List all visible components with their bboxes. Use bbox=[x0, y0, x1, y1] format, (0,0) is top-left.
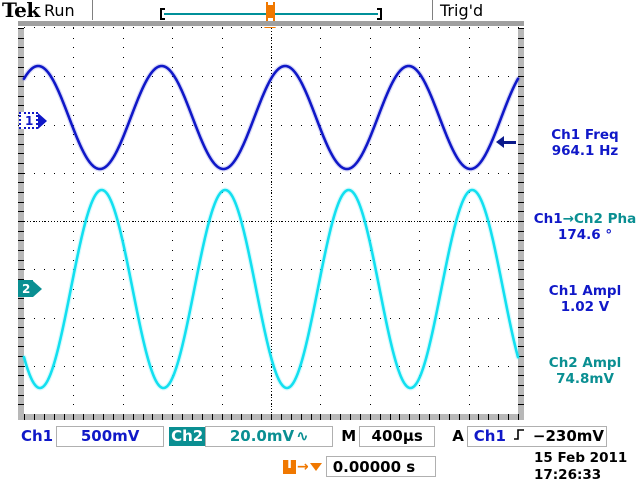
trigger-level-arrow-icon bbox=[496, 136, 504, 148]
datetime-readout: 15 Feb 2011 17:26:33 bbox=[534, 450, 627, 480]
date-text: 15 Feb 2011 bbox=[534, 450, 628, 466]
window-bracket-left bbox=[160, 8, 165, 20]
ch2-scale-text: 20.0mV bbox=[229, 427, 295, 445]
ch1-tag[interactable]: Ch1 bbox=[21, 427, 54, 445]
time-text: 17:26:33 bbox=[534, 466, 602, 480]
timebase-ruler-band bbox=[18, 21, 524, 26]
measurement-ch1-freq: Ch1 Freq 964.1 Hz bbox=[530, 127, 640, 160]
trigger-tag[interactable]: A bbox=[452, 427, 464, 445]
phase-label-ch1: Ch1 bbox=[533, 211, 563, 227]
ch1-scale-value[interactable]: 500mV bbox=[56, 425, 165, 447]
right-arrow-icon: → bbox=[297, 458, 309, 475]
ac-coupling-icon: ∿ bbox=[296, 427, 309, 445]
trigger-settings[interactable]: Ch1 −230mV bbox=[466, 425, 607, 447]
measurement-label: Ch1→Ch2 Pha bbox=[530, 211, 640, 228]
trigger-level-value: −230mV bbox=[532, 427, 605, 445]
graticule-left-axis bbox=[18, 28, 24, 420]
graticule-bottom-axis bbox=[18, 414, 524, 420]
measurement-value: 174.6 ° bbox=[557, 226, 613, 243]
trigger-state-label: Trig'd bbox=[440, 1, 484, 20]
trigger-position-readout[interactable]: T → 0.00000 s bbox=[283, 456, 436, 477]
measurement-label: Ch1 Ampl bbox=[548, 283, 622, 299]
phase-label-ch2: Ch2 Pha bbox=[574, 211, 637, 227]
ch1-marker-label: 1 bbox=[19, 112, 39, 129]
measurement-ch2-ampl: Ch2 Ampl 74.8mV bbox=[530, 355, 640, 388]
ch2-tag[interactable]: Ch2 bbox=[169, 426, 206, 446]
acquisition-state-label: Run bbox=[44, 1, 75, 20]
measurement-label: Ch2 Ampl bbox=[548, 355, 622, 371]
top-divider-left bbox=[92, 0, 93, 20]
measurement-value: 964.1 Hz bbox=[551, 142, 619, 159]
ch2-ground-marker[interactable]: 2 bbox=[18, 280, 43, 297]
trigger-position-icon: T bbox=[283, 457, 296, 474]
graticule-right-axis bbox=[518, 28, 524, 420]
timebase-value[interactable]: 400µs bbox=[359, 425, 436, 447]
measurement-ch1-ampl: Ch1 Ampl 1.02 V bbox=[530, 283, 640, 316]
arrow-icon: → bbox=[562, 211, 574, 227]
measurement-value: 74.8mV bbox=[556, 370, 614, 387]
timebase-tag[interactable]: M bbox=[341, 427, 357, 445]
tek-logo: Tek bbox=[2, 0, 40, 22]
ch2-marker-point bbox=[33, 280, 43, 297]
waveform-traces bbox=[21, 63, 521, 391]
measurement-value: 1.02 V bbox=[560, 298, 610, 315]
trigger-level-marker[interactable] bbox=[496, 136, 516, 148]
trigger-position-top-icon[interactable] bbox=[265, 2, 276, 21]
ch2-marker-label: 2 bbox=[18, 280, 34, 297]
ch1-marker-point bbox=[38, 112, 48, 129]
trigger-source: Ch1 bbox=[473, 427, 506, 445]
top-divider-right bbox=[432, 0, 433, 20]
ch2-scale-value[interactable]: 20.0mV ∿ bbox=[205, 425, 334, 447]
ch1-ground-marker[interactable]: 1 bbox=[19, 112, 48, 129]
waveform-graticule[interactable]: 1 2 bbox=[18, 28, 524, 420]
trigger-position-value[interactable]: 0.00000 s bbox=[325, 456, 436, 477]
window-bracket-right bbox=[377, 8, 382, 20]
bottom-settings-bar: Ch1 500mV Ch2 20.0mV ∿ M 400µs A Ch1 −230… bbox=[0, 424, 640, 448]
measurement-label: Ch1 Freq bbox=[551, 127, 619, 143]
measurement-ch1-ch2-phase: Ch1→Ch2 Pha 174.6 ° bbox=[530, 211, 640, 244]
rising-edge-icon bbox=[513, 427, 526, 445]
down-triangle-icon bbox=[309, 462, 322, 471]
